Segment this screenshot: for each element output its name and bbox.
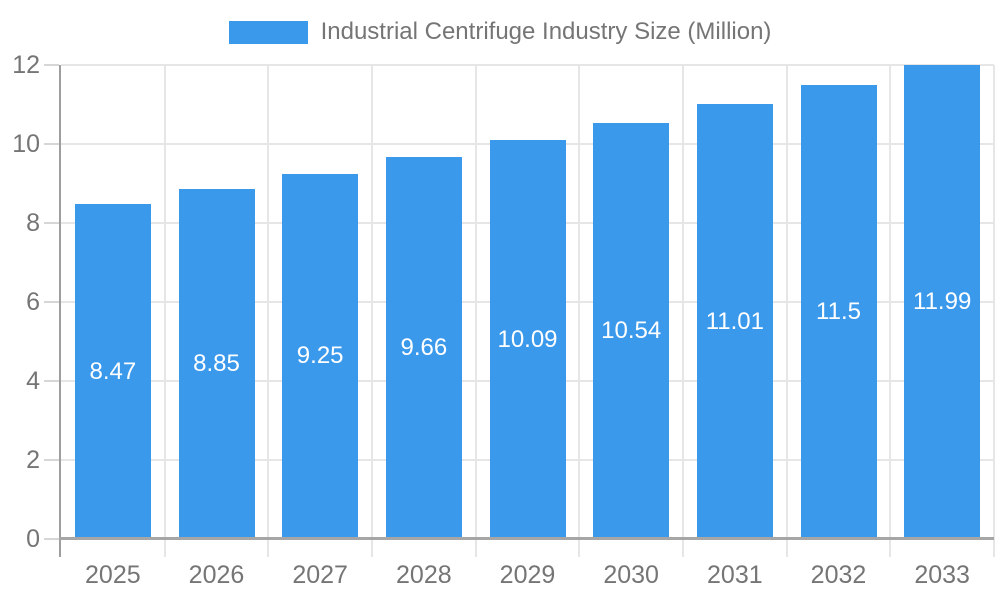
- y-tick: [44, 380, 59, 382]
- v-gridline: [578, 65, 581, 557]
- bar-value-label: 10.09: [497, 325, 558, 353]
- bar-value-label: 11.01: [705, 307, 764, 335]
- bar: [696, 104, 773, 539]
- bar: [904, 65, 981, 539]
- x-axis-label: 2026: [188, 561, 245, 589]
- bar: [282, 173, 359, 539]
- bar: [385, 157, 462, 539]
- v-gridline: [267, 65, 270, 557]
- v-gridline: [474, 65, 477, 557]
- y-axis-label: 4: [26, 367, 40, 395]
- y-axis-label: 0: [26, 525, 40, 553]
- y-tick: [44, 64, 59, 66]
- y-axis-label: 12: [12, 51, 40, 79]
- bar: [74, 204, 151, 539]
- bar: [593, 122, 670, 539]
- legend-swatch: [228, 20, 308, 44]
- bar: [489, 140, 566, 539]
- bar-value-label: 10.54: [601, 316, 662, 344]
- bar-value-label: 8.85: [193, 350, 240, 378]
- x-axis-label: 2027: [292, 561, 348, 589]
- x-axis-label: 2030: [603, 561, 659, 589]
- chart-legend[interactable]: Industrial Centrifuge Industry Size (Mil…: [0, 19, 1000, 45]
- x-axis-label: 2033: [914, 561, 970, 589]
- bar-value-label: 11.99: [913, 288, 972, 316]
- v-gridline: [993, 65, 995, 557]
- bar-value-label: 11.5: [816, 297, 861, 325]
- y-tick: [44, 459, 59, 461]
- y-axis-label: 6: [26, 288, 40, 316]
- v-gridline: [371, 65, 373, 557]
- x-axis-line: [59, 537, 994, 540]
- y-axis-line: [59, 65, 61, 557]
- bar-value-label: 9.25: [296, 342, 344, 370]
- x-axis-label: 2025: [85, 561, 141, 589]
- x-axis-label: 2028: [396, 561, 452, 589]
- y-tick: [44, 222, 59, 224]
- y-axis-label: 2: [26, 446, 40, 474]
- bar-value-label: 9.66: [400, 334, 448, 362]
- v-gridline: [785, 65, 788, 557]
- x-axis-label: 2029: [499, 561, 556, 589]
- x-axis-label: 2031: [707, 561, 763, 589]
- x-axis-label: 2032: [810, 561, 867, 589]
- bar: [178, 189, 255, 539]
- v-gridline: [682, 65, 684, 557]
- y-axis-label: 8: [26, 209, 40, 237]
- y-axis-label: 10: [12, 130, 40, 158]
- bar-value-label: 8.47: [89, 357, 137, 385]
- y-tick: [44, 143, 59, 145]
- h-gridline: [61, 64, 994, 66]
- y-tick: [44, 301, 59, 303]
- bar: [800, 84, 877, 539]
- legend-label: Industrial Centrifuge Industry Size (Mil…: [320, 18, 772, 45]
- v-gridline: [889, 65, 892, 557]
- v-gridline: [163, 65, 166, 557]
- y-tick: [44, 538, 59, 540]
